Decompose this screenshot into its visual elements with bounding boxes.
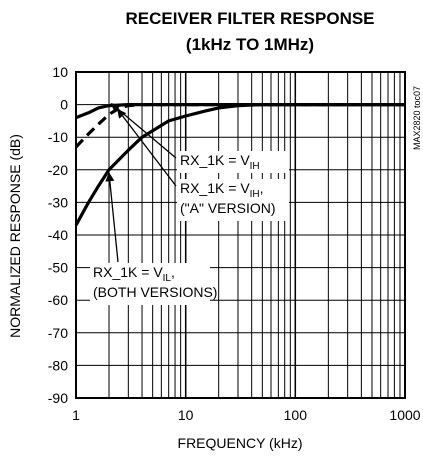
- annotation-main: RX_1K = V: [180, 152, 250, 168]
- annotation-main: RX_1K = V: [93, 264, 163, 280]
- y-tick-label: -60: [48, 292, 68, 308]
- annotation-label: RX_1K = VIL,: [93, 264, 175, 284]
- x-tick-label: 1: [72, 407, 80, 423]
- x-axis-label: FREQUENCY (kHz): [178, 435, 303, 451]
- annotation-subscript: IH: [250, 161, 260, 172]
- part-number: MAX2820 toc07: [412, 86, 422, 150]
- y-tick-label: -40: [48, 227, 68, 243]
- series-line-2: [74, 103, 405, 149]
- grid-lines: [75, 71, 406, 399]
- annotation-arrow: [110, 103, 177, 159]
- y-tick-label: -70: [48, 325, 68, 341]
- annotation-subscript: IH: [250, 189, 260, 200]
- series-line-3: [74, 103, 405, 226]
- annotation-label: RX_1K = VIH: [180, 152, 260, 172]
- chart-title: RECEIVER FILTER RESPONSE: [125, 9, 374, 28]
- annotation-bg: [177, 179, 289, 221]
- x-tick-labels: 1 10 100 1000: [72, 407, 421, 423]
- x-tick-label: 1000: [389, 407, 420, 423]
- y-tick-label: -20: [48, 162, 68, 178]
- x-tick-label: 100: [284, 407, 308, 423]
- annotation-suffix: ,: [171, 264, 175, 280]
- y-tick-label: -10: [48, 129, 68, 145]
- annotation-suffix: ,: [260, 180, 264, 196]
- annotation-line2: ("A" VERSION): [180, 200, 276, 216]
- annotation-label: RX_1K = VIH,: [180, 180, 264, 200]
- y-axis-label: NORMALIZED RESPONSE (dB): [7, 134, 23, 338]
- chart-subtitle: (1kHz TO 1MHz): [186, 35, 314, 54]
- y-tick-label: -30: [48, 194, 68, 210]
- annotation-arrow: [105, 172, 119, 263]
- y-tick-label: 10: [52, 64, 68, 80]
- annotation-arrow: [117, 108, 177, 187]
- plot-frame: [75, 71, 406, 399]
- annotation-main: RX_1K = V: [180, 180, 250, 196]
- x-tick-label: 10: [178, 407, 194, 423]
- annotation-bg: [177, 151, 289, 173]
- annotation-bg: [90, 263, 210, 305]
- annotation-subscript: IL: [163, 273, 172, 284]
- y-tick-labels: 10 0 -10 -20 -30 -40 -50 -60 -70 -80 -90: [48, 64, 68, 406]
- y-tick-label: 0: [60, 97, 68, 113]
- annotation-line2: (BOTH VERSIONS): [93, 284, 217, 300]
- y-tick-label: -80: [48, 357, 68, 373]
- y-tick-label: -50: [48, 260, 68, 276]
- y-tick-label: -90: [48, 390, 68, 406]
